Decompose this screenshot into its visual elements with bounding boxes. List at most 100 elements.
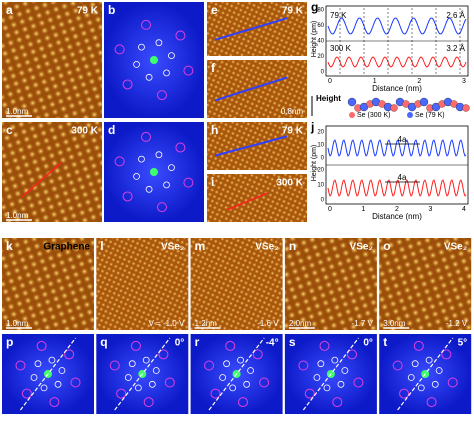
annotation: 79 K: [282, 6, 304, 17]
y-tick-label: 0: [321, 198, 325, 204]
fft-spot: [183, 65, 194, 76]
bias-label: -1.2 V: [446, 319, 468, 328]
fft-spot: [141, 19, 152, 30]
annotation: 4a: [398, 173, 407, 182]
arrow: [214, 17, 288, 41]
fft-spot: [116, 388, 127, 399]
fft-spot: [210, 388, 221, 399]
scale-bar-label: 1.0nm: [6, 107, 29, 116]
fft-spot-inner: [163, 181, 170, 189]
scale-bar-label: 2.0nm: [289, 319, 312, 328]
panel-label: p: [6, 335, 13, 349]
panel: e 79 K: [207, 2, 307, 56]
x-tick-label: 0: [328, 78, 332, 85]
atom: [347, 97, 357, 107]
fft-spot-inner: [163, 69, 170, 77]
panel-label: q: [100, 335, 107, 349]
fft-spot: [109, 360, 120, 371]
panel: k Graphene 1.0nm: [2, 238, 94, 330]
atom: [419, 97, 429, 107]
profile-curve: [327, 139, 467, 157]
profile-curve: [327, 56, 467, 68]
fft-spot-inner: [34, 360, 42, 368]
arrow: [21, 161, 63, 198]
scale-bar-label: 1.0nm: [6, 211, 29, 220]
panel-label: o: [383, 239, 390, 253]
x-tick-label: 1: [362, 206, 366, 213]
x-tick-label: 3: [462, 78, 466, 85]
fft-spot: [298, 360, 309, 371]
fft-spot-inner: [243, 380, 251, 388]
panel-label: l: [100, 239, 103, 253]
stm-image: [2, 238, 94, 330]
fft-spot-inner: [168, 164, 175, 171]
panel-label: c: [6, 123, 13, 137]
panel: c 300 K 1.0nm: [2, 122, 102, 222]
annotation: 0°: [363, 338, 373, 349]
y-tick-label: 80: [317, 8, 324, 14]
fft-spot-inner: [247, 367, 254, 374]
fft-spot: [70, 377, 81, 388]
fft-spot: [441, 349, 452, 360]
fft-spot-inner: [155, 39, 163, 47]
legend-label: Se (300 K): [357, 112, 390, 119]
fft-spot: [114, 44, 125, 55]
stm-image: [284, 238, 377, 330]
arrow: [226, 192, 268, 211]
fft-spot: [413, 340, 424, 351]
stm-image: [207, 60, 307, 118]
atom: [462, 104, 470, 112]
annotation: VSe₂: [350, 242, 373, 253]
fft-spot-inner: [145, 73, 153, 81]
annotation: 4a: [398, 135, 407, 144]
fft-spot-inner: [145, 185, 153, 193]
stm-image: [2, 2, 102, 118]
fft-spot: [156, 202, 167, 213]
fft-spot: [15, 360, 26, 371]
x-tick-label: 2: [395, 206, 399, 213]
fft-spot-inner: [142, 356, 150, 364]
panel-label: r: [195, 335, 200, 349]
arrow: [214, 76, 288, 102]
panel: m VSe₂ 1.2nm -1.6 V: [190, 238, 283, 330]
y-tick-label: 10: [317, 183, 324, 189]
fft-spot-inner: [337, 380, 345, 388]
fft-center: [150, 56, 158, 64]
fft-spot: [353, 377, 364, 388]
fft-spot-inner: [124, 374, 132, 381]
axis-line: [302, 337, 359, 411]
fft-spot: [332, 397, 343, 408]
stm-image: [190, 238, 283, 330]
fft-spot: [21, 388, 32, 399]
fft-spot: [156, 90, 167, 101]
atom-model: Height Se (300 K) Se (79 K): [311, 94, 470, 119]
fft-spot-inner: [138, 155, 145, 163]
panel-label: a: [6, 3, 13, 17]
y-tick-label: 40: [317, 39, 324, 45]
y-tick-label: 20: [317, 168, 324, 174]
panel-label: s: [289, 335, 296, 349]
fft-spot: [143, 397, 154, 408]
scale-bar-label: 3.0nm: [383, 319, 406, 328]
y-tick-label: 20: [317, 54, 324, 60]
fft-spot: [122, 79, 133, 90]
panel: r -4°: [190, 334, 283, 414]
fft-spot: [252, 349, 263, 360]
y-tick-label: 0: [321, 156, 325, 162]
panel-label: g: [311, 0, 318, 14]
arrow: [214, 135, 288, 157]
fft-spot: [304, 388, 315, 399]
fft-spot-inner: [417, 384, 425, 392]
fft-spot: [225, 340, 236, 351]
panel-label: i: [211, 175, 214, 189]
annotation: VSe₂: [161, 242, 184, 253]
y-tick-label: 10: [317, 143, 324, 149]
annotation: 300 K: [330, 44, 352, 53]
panel: l VSe₂ V = -1.0 V: [96, 238, 189, 330]
panel: s 0°: [284, 334, 377, 414]
fft-center: [150, 168, 158, 176]
fft-spot-inner: [138, 43, 145, 51]
fft-spot-inner: [40, 384, 48, 392]
annotation: VSe₂: [444, 242, 467, 253]
panel-label: b: [108, 3, 115, 17]
